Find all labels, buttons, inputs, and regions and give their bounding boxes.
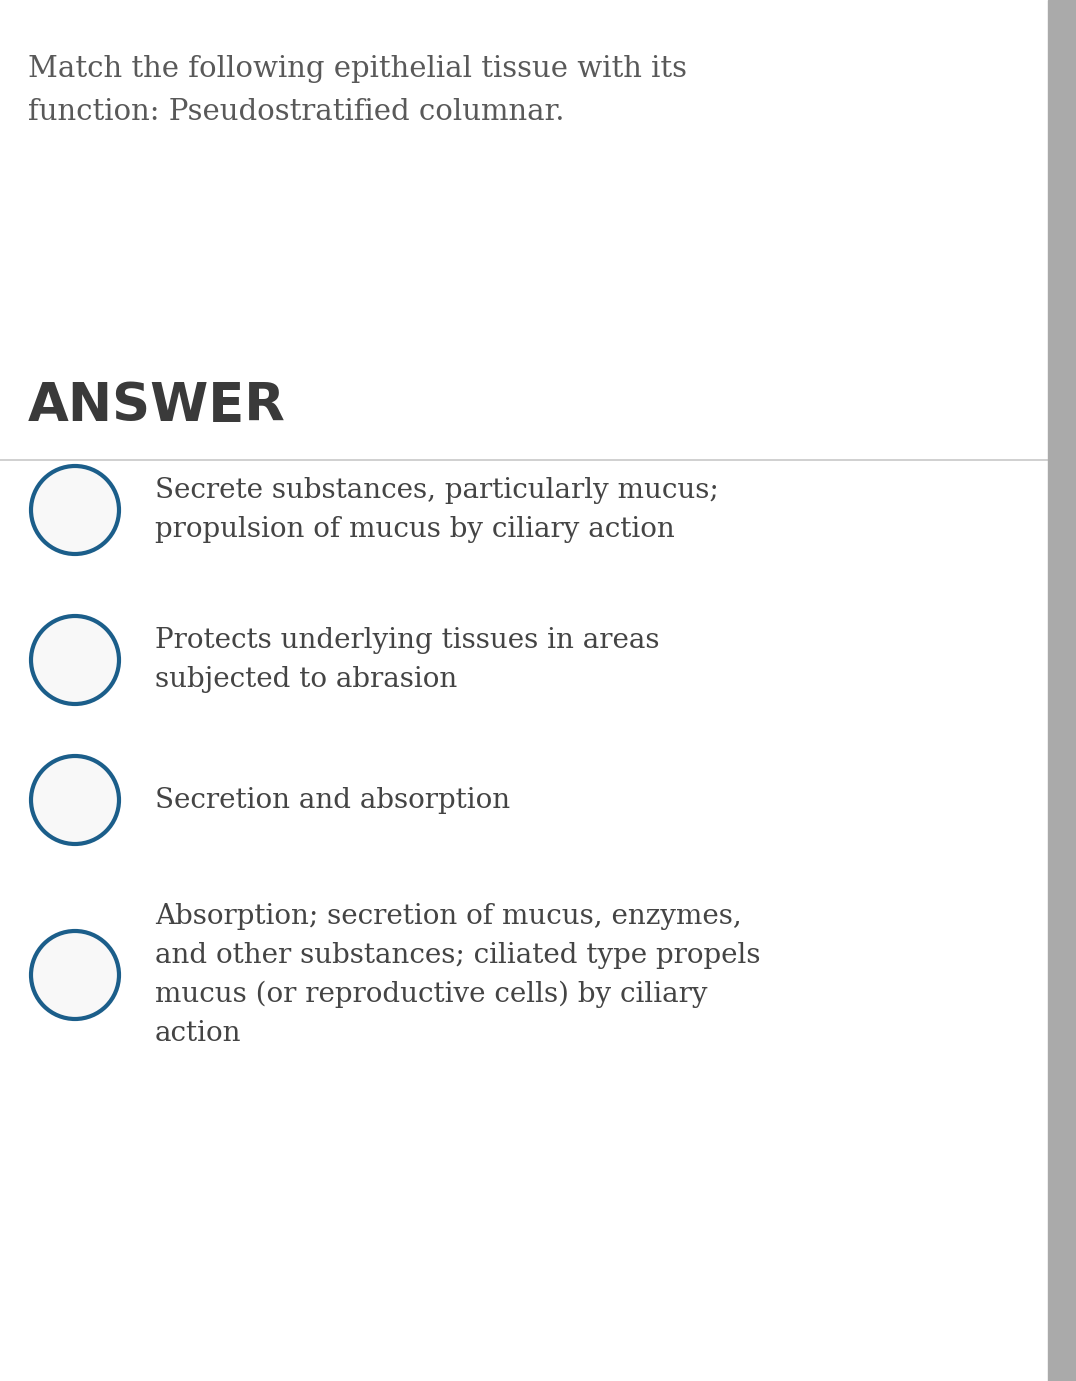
Text: ANSWER: ANSWER xyxy=(28,380,286,432)
Ellipse shape xyxy=(31,931,119,1019)
Text: Match the following epithelial tissue with its: Match the following epithelial tissue wi… xyxy=(28,55,686,83)
Ellipse shape xyxy=(31,616,119,704)
Bar xyxy=(1048,0,1076,1381)
Text: function: Pseudostratified columnar.: function: Pseudostratified columnar. xyxy=(28,98,565,126)
Text: Protects underlying tissues in areas
subjected to abrasion: Protects underlying tissues in areas sub… xyxy=(155,627,660,693)
Text: Secretion and absorption: Secretion and absorption xyxy=(155,787,510,813)
Ellipse shape xyxy=(31,755,119,844)
Text: Secrete substances, particularly mucus;
propulsion of mucus by ciliary action: Secrete substances, particularly mucus; … xyxy=(155,478,719,543)
Text: Absorption; secretion of mucus, enzymes,
and other substances; ciliated type pro: Absorption; secretion of mucus, enzymes,… xyxy=(155,903,761,1047)
Ellipse shape xyxy=(31,465,119,554)
